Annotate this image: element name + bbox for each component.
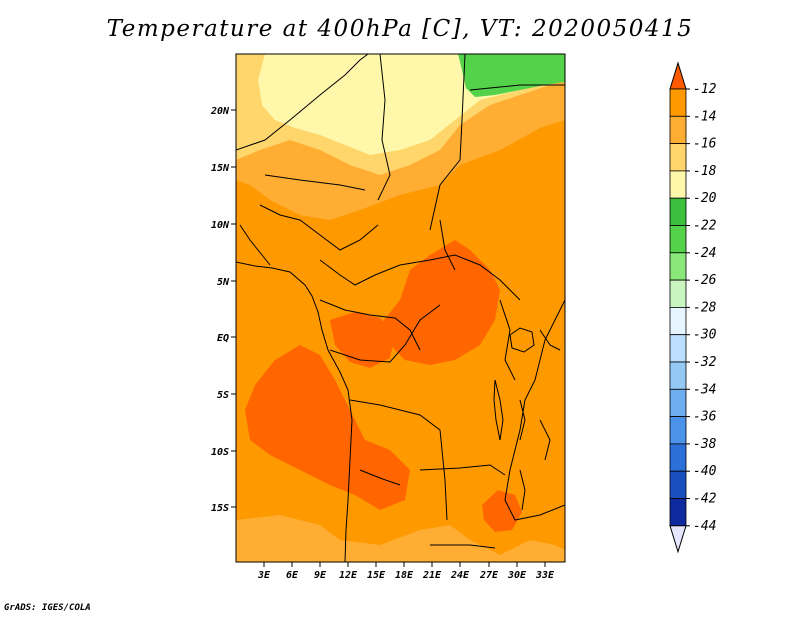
map-frame: [235, 53, 566, 563]
colorbar-label: -26: [693, 273, 717, 288]
colorbar-segment: [669, 470, 687, 499]
colorbar-label: -42: [693, 492, 717, 507]
zone-minus12-congo: [330, 312, 395, 368]
colorbar-segment: [669, 279, 687, 308]
colorbar-label: -38: [693, 437, 717, 452]
lon-label-6e: 6E: [286, 570, 299, 581]
border-a: [236, 54, 369, 151]
lon-axis: 3E 6E 9E 12E 15E 18E 21E 24E 27E 30E 33E: [257, 562, 555, 581]
zone-minus24: [458, 54, 565, 97]
colorbar-top-triangle: [669, 61, 687, 90]
border-q: [439, 219, 456, 271]
border-p: [539, 419, 551, 461]
border-e: [259, 204, 379, 251]
colorbar-segment: [669, 115, 687, 145]
lon-label-9e: 9E: [314, 570, 327, 581]
grads-credit: GrADS: IGES/COLA: [4, 603, 91, 613]
lon-label-15e: 15E: [367, 570, 386, 581]
colorbar-segment: [669, 306, 687, 336]
lat-label-5s: 5S: [217, 390, 229, 401]
lat-label-15s: 15S: [211, 503, 229, 514]
lat-label-15n: 15N: [211, 163, 230, 174]
border-h: [329, 304, 441, 363]
border-c: [429, 54, 466, 231]
lon-label-30e: 30E: [507, 570, 527, 581]
border-s: [469, 84, 565, 91]
lon-label-27e: 27E: [479, 570, 499, 581]
colorbar-label: -12: [693, 82, 717, 97]
colorbar-segment: [669, 143, 687, 172]
zone-minus12-central: [380, 240, 500, 365]
lon-label-18e: 18E: [395, 570, 414, 581]
lat-axis: 20N 15N 10N 5N EQ 5S 10S 15S: [210, 106, 236, 514]
colorbar-label: -18: [693, 164, 717, 179]
lake-malawi: [519, 469, 526, 511]
colorbar-segment: [669, 443, 687, 472]
west-coastline: [236, 261, 353, 562]
lat-label-eq: EQ: [217, 333, 229, 344]
zone-minus16-south: [236, 515, 565, 562]
colorbar-segment: [669, 252, 687, 281]
colorbar-segment: [669, 170, 687, 199]
colorbar-label: -20: [693, 191, 717, 206]
colorbar-segment: [669, 416, 687, 445]
temperature-field: [236, 54, 565, 562]
colorbar-label: -24: [693, 246, 716, 261]
colorbar-segment: [669, 388, 687, 417]
lat-label-10s: 10S: [211, 447, 229, 458]
zone-minus12-east: [482, 490, 522, 532]
colorbar-segment: [669, 88, 687, 117]
colorbar-label: -16: [693, 137, 717, 152]
colorbar-segment: [669, 498, 687, 527]
border-i: [349, 399, 448, 521]
lat-label-20n: 20N: [210, 106, 230, 117]
border-b: [377, 54, 391, 201]
border-k: [359, 469, 401, 486]
lake-tanganyika: [493, 379, 504, 441]
colorbar-segment: [669, 334, 687, 363]
colorbar-label: -28: [693, 300, 717, 315]
lat-label-10n: 10N: [211, 220, 230, 231]
border-r: [239, 224, 271, 266]
colorbar-label: -34: [693, 382, 716, 397]
country-borders: [236, 54, 565, 562]
lon-label-33e: 33E: [535, 570, 555, 581]
lon-label-3e: 3E: [257, 570, 271, 581]
colorbar-label: -44: [693, 519, 716, 534]
lon-label-21e: 21E: [422, 570, 442, 581]
border-m: [499, 299, 516, 381]
east-coastline: [504, 299, 565, 521]
colorbar-label: -32: [693, 355, 717, 370]
colorbar-bottom-triangle: [669, 525, 687, 554]
colorbar-label: -14: [693, 109, 716, 124]
colorbar-label: -30: [693, 328, 717, 343]
colorbar-label: -40: [693, 464, 717, 479]
colorbar: -12 -14 -16 -18 -20 -22 -24 -26 -28 -30 -32 -34 -36 -…: [669, 61, 717, 554]
lat-label-5n: 5N: [217, 277, 230, 288]
border-o: [519, 399, 526, 441]
map-title: Temperature at 400hPa [C], VT: 202005041…: [106, 16, 694, 42]
lon-label-24e: 24E: [450, 570, 470, 581]
colorbar-label: -22: [693, 219, 717, 234]
colorbar-segment: [669, 197, 687, 226]
colorbar-label: -36: [693, 410, 717, 425]
colorbar-segment: [669, 225, 687, 254]
colorbar-segment: [669, 361, 687, 390]
border-l: [430, 544, 496, 549]
border-f: [319, 254, 521, 301]
border-d: [264, 174, 366, 191]
zone-minus12-angola: [245, 345, 410, 510]
border-n: [539, 329, 561, 351]
lon-label-12e: 12E: [339, 570, 358, 581]
lake-victoria: [509, 327, 535, 353]
border-j: [419, 464, 506, 476]
